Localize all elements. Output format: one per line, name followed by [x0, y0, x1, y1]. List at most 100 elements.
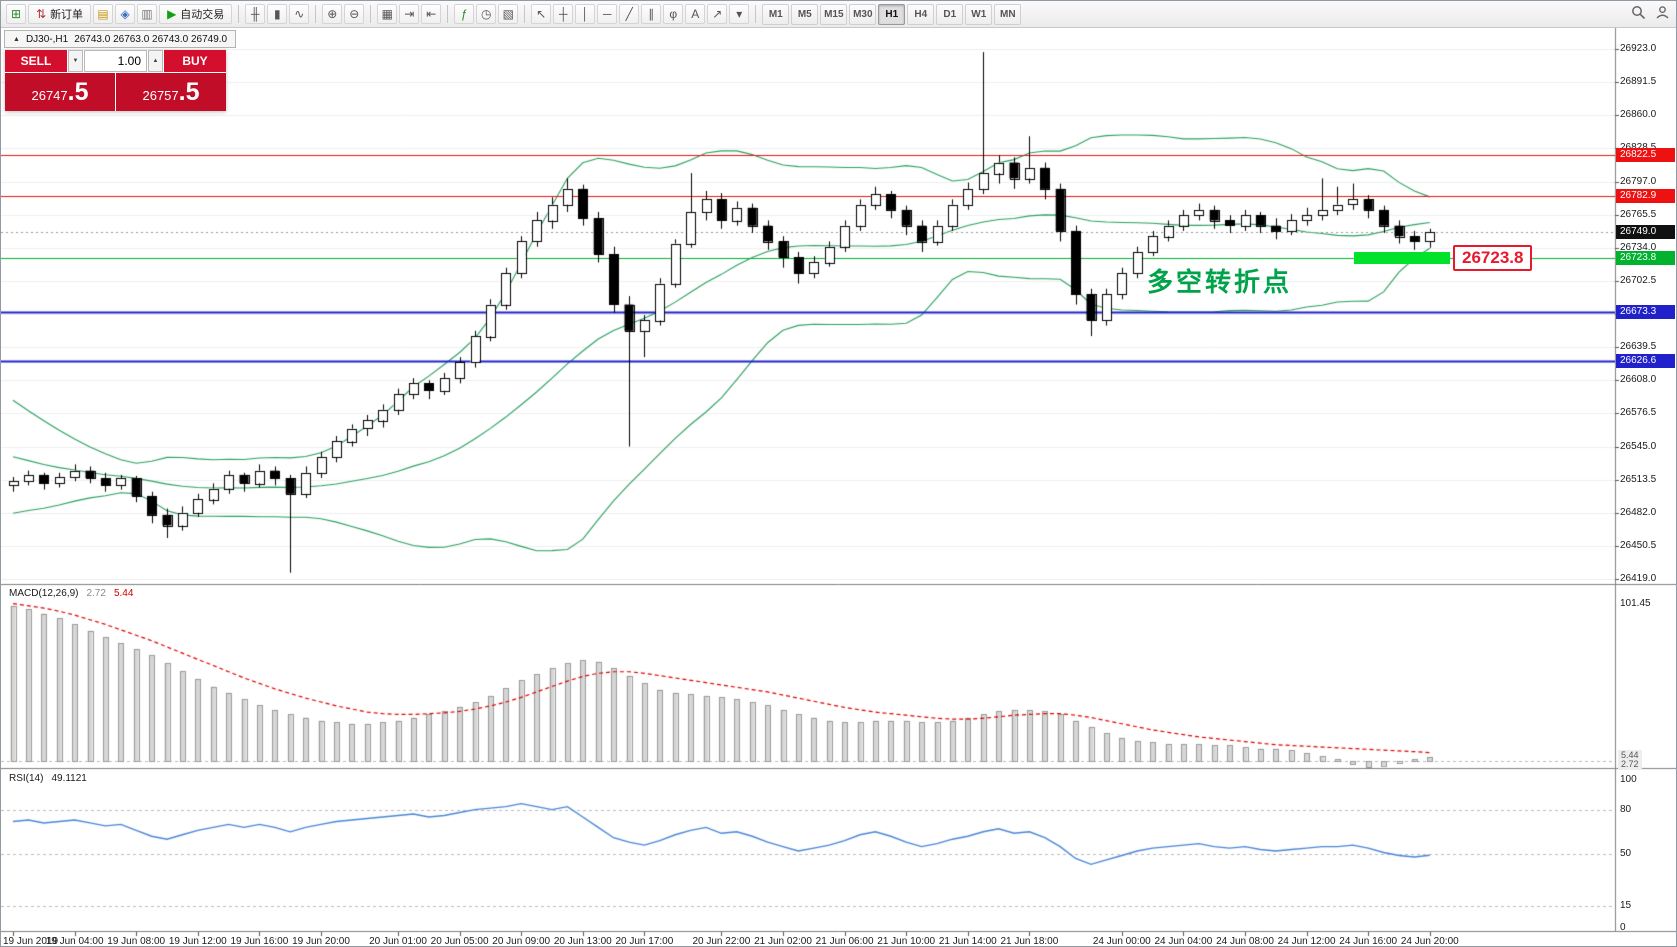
bar-chart-icon-glyph: ╫ — [251, 7, 260, 21]
horizontal-line-icon[interactable]: ─ — [597, 4, 618, 24]
price-axis-label: 26545.0 — [1620, 440, 1657, 452]
auto-scroll-icon[interactable]: ⇥ — [399, 4, 420, 24]
price-axis-label: 26702.5 — [1620, 274, 1657, 286]
price-level-tag: 26673.3 — [1616, 304, 1675, 319]
buy-price-main: 26757 — [142, 88, 179, 103]
templates-icon[interactable]: ▧ — [498, 4, 519, 24]
price-level-tag: 26723.8 — [1616, 251, 1675, 266]
volume-input[interactable] — [84, 50, 147, 72]
periods-icon[interactable]: ◷ — [476, 4, 497, 24]
time-axis-label: 20 Jun 17:00 — [615, 936, 674, 946]
terminal-icon[interactable]: ▥ — [137, 4, 158, 24]
volume-up-button[interactable]: ▲ — [148, 50, 163, 72]
macd-label: MACD(12,26,9) — [9, 588, 79, 599]
crosshair-icon[interactable]: ┼ — [553, 4, 574, 24]
timeframe-group: M1 M5 M15 M30 H1 H4 D1 W1 MN — [761, 3, 1022, 25]
bar-chart-icon[interactable]: ╫ — [245, 4, 266, 24]
tile-windows-icon[interactable]: ▦ — [377, 4, 398, 24]
candlestick-chart-icon[interactable]: ▮ — [267, 4, 288, 24]
macd-signal-tag: 5.44 — [1618, 750, 1642, 761]
time-axis-label: 21 Jun 06:00 — [815, 936, 874, 946]
time-axis-label: 21 Jun 02:00 — [754, 936, 812, 946]
time-axis-label: 19 Jun 12:00 — [168, 936, 227, 946]
community-icon[interactable] — [1655, 5, 1670, 25]
price-axis-label: 26450.5 — [1620, 539, 1657, 551]
trendline-icon[interactable]: ╱ — [619, 4, 640, 24]
price-axis-label: 26765.5 — [1620, 208, 1657, 220]
autotrading-button-glyph: ▶ — [167, 7, 177, 21]
indicators-icon[interactable]: ƒ — [454, 4, 475, 24]
vertical-line-icon-glyph: │ — [581, 7, 590, 21]
tile-windows-icon-glyph: ▦ — [381, 7, 393, 21]
text-icon[interactable]: A — [685, 4, 706, 24]
market-watch-icon[interactable]: ▤ — [93, 4, 114, 24]
timeframe-d1[interactable]: D1 — [936, 3, 964, 25]
cursor-icon[interactable]: ↖ — [531, 4, 552, 24]
navigator-icon[interactable]: ◈ — [115, 4, 136, 24]
rsi-axis-label: 0 — [1620, 922, 1626, 933]
sell-button[interactable]: SELL — [5, 50, 67, 72]
macd-value-tag: 2.72 — [1618, 759, 1642, 770]
time-axis-label: 24 Jun 20:00 — [1400, 936, 1459, 946]
chart-shift-icon-glyph: ⇤ — [426, 7, 437, 21]
time-axis-label: 20 Jun 05:00 — [430, 936, 489, 946]
symbol-tab[interactable]: ▲ DJ30-,H1 26743.0 26763.0 26743.0 26749… — [4, 30, 237, 48]
new-order-button[interactable]: ⇅ 新订单 — [28, 4, 92, 24]
chart-shift-icon[interactable]: ⇤ — [421, 4, 442, 24]
annotation-text: 多空转折点 — [1147, 267, 1293, 297]
toolbar: ⊞ ⇅ 新订单 ▤ ◈ ▥ ▶ 自动交易 ╫ ▮ ∿ ⊕ ⊖ ▦ ⇥ ⇤ ƒ ◷ ▧ ↖ ┼ │ ─ ╱ ∥ φ A ↗ ▾ M1 M5 M… — [1, 1, 1676, 28]
periods-icon-glyph: ◷ — [481, 7, 492, 21]
fibonacci-icon-glyph: φ — [669, 7, 678, 21]
rsi-axis-label: 100 — [1620, 774, 1637, 785]
toolbar-groups: ⊞ ⇅ 新订单 ▤ ◈ ▥ ▶ 自动交易 ╫ ▮ ∿ ⊕ ⊖ ▦ ⇥ ⇤ ƒ ◷ ▧ ↖ ┼ │ ─ ╱ ∥ φ A ↗ ▾ — [5, 4, 750, 24]
buy-price-panel[interactable]: 26757.5 — [116, 73, 226, 111]
price-level-tag: 26749.0 — [1616, 224, 1675, 239]
fibonacci-icon[interactable]: φ — [663, 4, 684, 24]
trade-prices-row: 26747.5 26757.5 — [5, 73, 226, 111]
toolbar-separator — [238, 5, 240, 23]
search-icon[interactable] — [1631, 5, 1646, 25]
buy-button[interactable]: BUY — [164, 50, 226, 72]
zoom-out-icon[interactable]: ⊖ — [344, 4, 365, 24]
timeframe-m5[interactable]: M5 — [791, 3, 819, 25]
cursor-icon-glyph: ↖ — [536, 7, 547, 21]
new-chart-icon[interactable]: ⊞ — [6, 4, 26, 24]
time-axis-label: 20 Jun 13:00 — [553, 936, 612, 946]
market-watch-icon-glyph: ▤ — [97, 7, 109, 21]
chart-canvas[interactable] — [1, 28, 1676, 946]
channel-icon[interactable]: ∥ — [641, 4, 662, 24]
timeframe-w1[interactable]: W1 — [965, 3, 993, 25]
vertical-line-icon[interactable]: │ — [575, 4, 596, 24]
shapes-dropdown-icon[interactable]: ▾ — [729, 4, 750, 24]
time-axis-label: 20 Jun 22:00 — [692, 936, 751, 946]
toolbar-right — [1631, 5, 1670, 25]
timeframe-h1[interactable]: H1 — [878, 3, 906, 25]
symbol-tab-label: DJ30-,H1 — [25, 33, 69, 45]
timeframe-m1[interactable]: M1 — [762, 3, 790, 25]
text-icon-glyph: A — [691, 7, 700, 21]
zoom-in-icon[interactable]: ⊕ — [322, 4, 343, 24]
timeframe-mn[interactable]: MN — [994, 3, 1022, 25]
price-level-tag: 26782.9 — [1616, 189, 1675, 204]
toolbar-separator — [315, 5, 317, 23]
price-flag-label[interactable]: 26723.8 — [1453, 245, 1533, 271]
volume-dropdown-button[interactable]: ▼ — [68, 50, 83, 72]
timeframe-m15[interactable]: M15 — [820, 3, 848, 25]
time-axis-label: 19 Jun 08:00 — [107, 936, 166, 946]
price-level-tag: 26822.5 — [1616, 147, 1675, 162]
price-axis-label: 26734.0 — [1620, 241, 1657, 253]
line-chart-icon[interactable]: ∿ — [289, 4, 310, 24]
time-axis-label: 20 Jun 01:00 — [369, 936, 427, 946]
buy-price-frac: .5 — [178, 78, 200, 106]
timeframe-h4[interactable]: H4 — [907, 3, 935, 25]
price-axis-label: 26860.0 — [1620, 109, 1657, 121]
timeframe-m30[interactable]: M30 — [849, 3, 877, 25]
trendline-icon-glyph: ╱ — [625, 7, 633, 21]
sell-price-panel[interactable]: 26747.5 — [5, 73, 115, 111]
arrows-icon[interactable]: ↗ — [707, 4, 728, 24]
autotrading-button[interactable]: ▶ 自动交易 — [159, 4, 233, 24]
new-order-button-glyph: ⇅ — [36, 7, 47, 21]
time-axis-label: 24 Jun 12:00 — [1277, 936, 1336, 946]
time-axis-label: 24 Jun 08:00 — [1216, 936, 1274, 946]
